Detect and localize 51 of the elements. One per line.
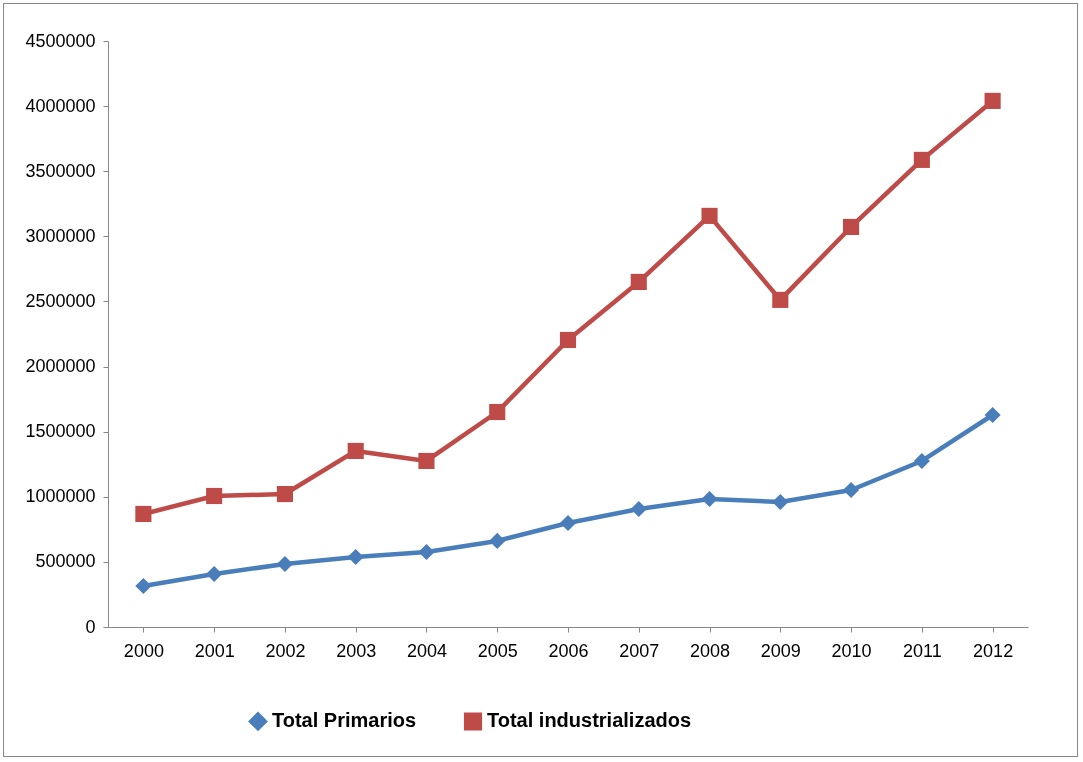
y-tick-label: 4500000 xyxy=(25,30,96,51)
point xyxy=(489,532,506,549)
y-tick-label: 1500000 xyxy=(25,421,96,442)
point xyxy=(489,403,506,421)
y-tick-label: 2000000 xyxy=(25,356,96,377)
x-tick-label: 2012 xyxy=(973,640,1014,661)
point xyxy=(843,218,860,236)
point xyxy=(913,452,930,470)
point xyxy=(559,514,577,532)
point xyxy=(843,481,860,499)
x-tick-label: 2011 xyxy=(902,640,942,661)
point xyxy=(772,493,789,511)
y-tick-label: 2500000 xyxy=(25,290,96,311)
y-tick-label: 3500000 xyxy=(25,160,96,181)
point xyxy=(347,548,364,565)
point xyxy=(135,505,152,523)
y-tick-label: 4000000 xyxy=(25,95,96,116)
point xyxy=(347,442,364,459)
x-tick-label: 2006 xyxy=(548,640,589,661)
point xyxy=(206,487,223,505)
legend-label: Total Primarios xyxy=(272,709,417,732)
point xyxy=(276,555,293,573)
point xyxy=(559,331,577,349)
point xyxy=(913,151,930,168)
y-tick-label: 1000000 xyxy=(25,486,96,507)
y-tick-label: 3000000 xyxy=(25,225,96,246)
y-tick-label: 0 xyxy=(85,616,96,637)
point xyxy=(206,565,223,583)
point xyxy=(276,485,293,503)
x-tick-label: 2007 xyxy=(619,640,660,661)
x-tick-label: 2002 xyxy=(265,640,306,661)
x-tick-label: 2001 xyxy=(194,640,235,661)
x-tick-label: 2009 xyxy=(760,640,801,661)
point xyxy=(418,452,435,470)
x-tick-label: 2000 xyxy=(123,640,164,661)
x-tick-label: 2008 xyxy=(690,640,731,661)
point xyxy=(701,490,718,508)
point xyxy=(772,291,789,308)
y-tick-label: 500000 xyxy=(35,551,96,572)
x-tick-label: 2010 xyxy=(831,640,872,661)
point xyxy=(135,577,152,595)
x-tick-label: 2005 xyxy=(477,640,518,661)
point xyxy=(418,543,435,561)
point xyxy=(984,92,1001,109)
x-tick-label: 2004 xyxy=(406,640,447,661)
point xyxy=(630,273,647,290)
point xyxy=(984,406,1001,424)
x-tick-label: 2003 xyxy=(336,640,377,661)
point xyxy=(701,207,718,224)
point xyxy=(630,500,647,518)
legend-label: Total industrializados xyxy=(487,709,692,732)
